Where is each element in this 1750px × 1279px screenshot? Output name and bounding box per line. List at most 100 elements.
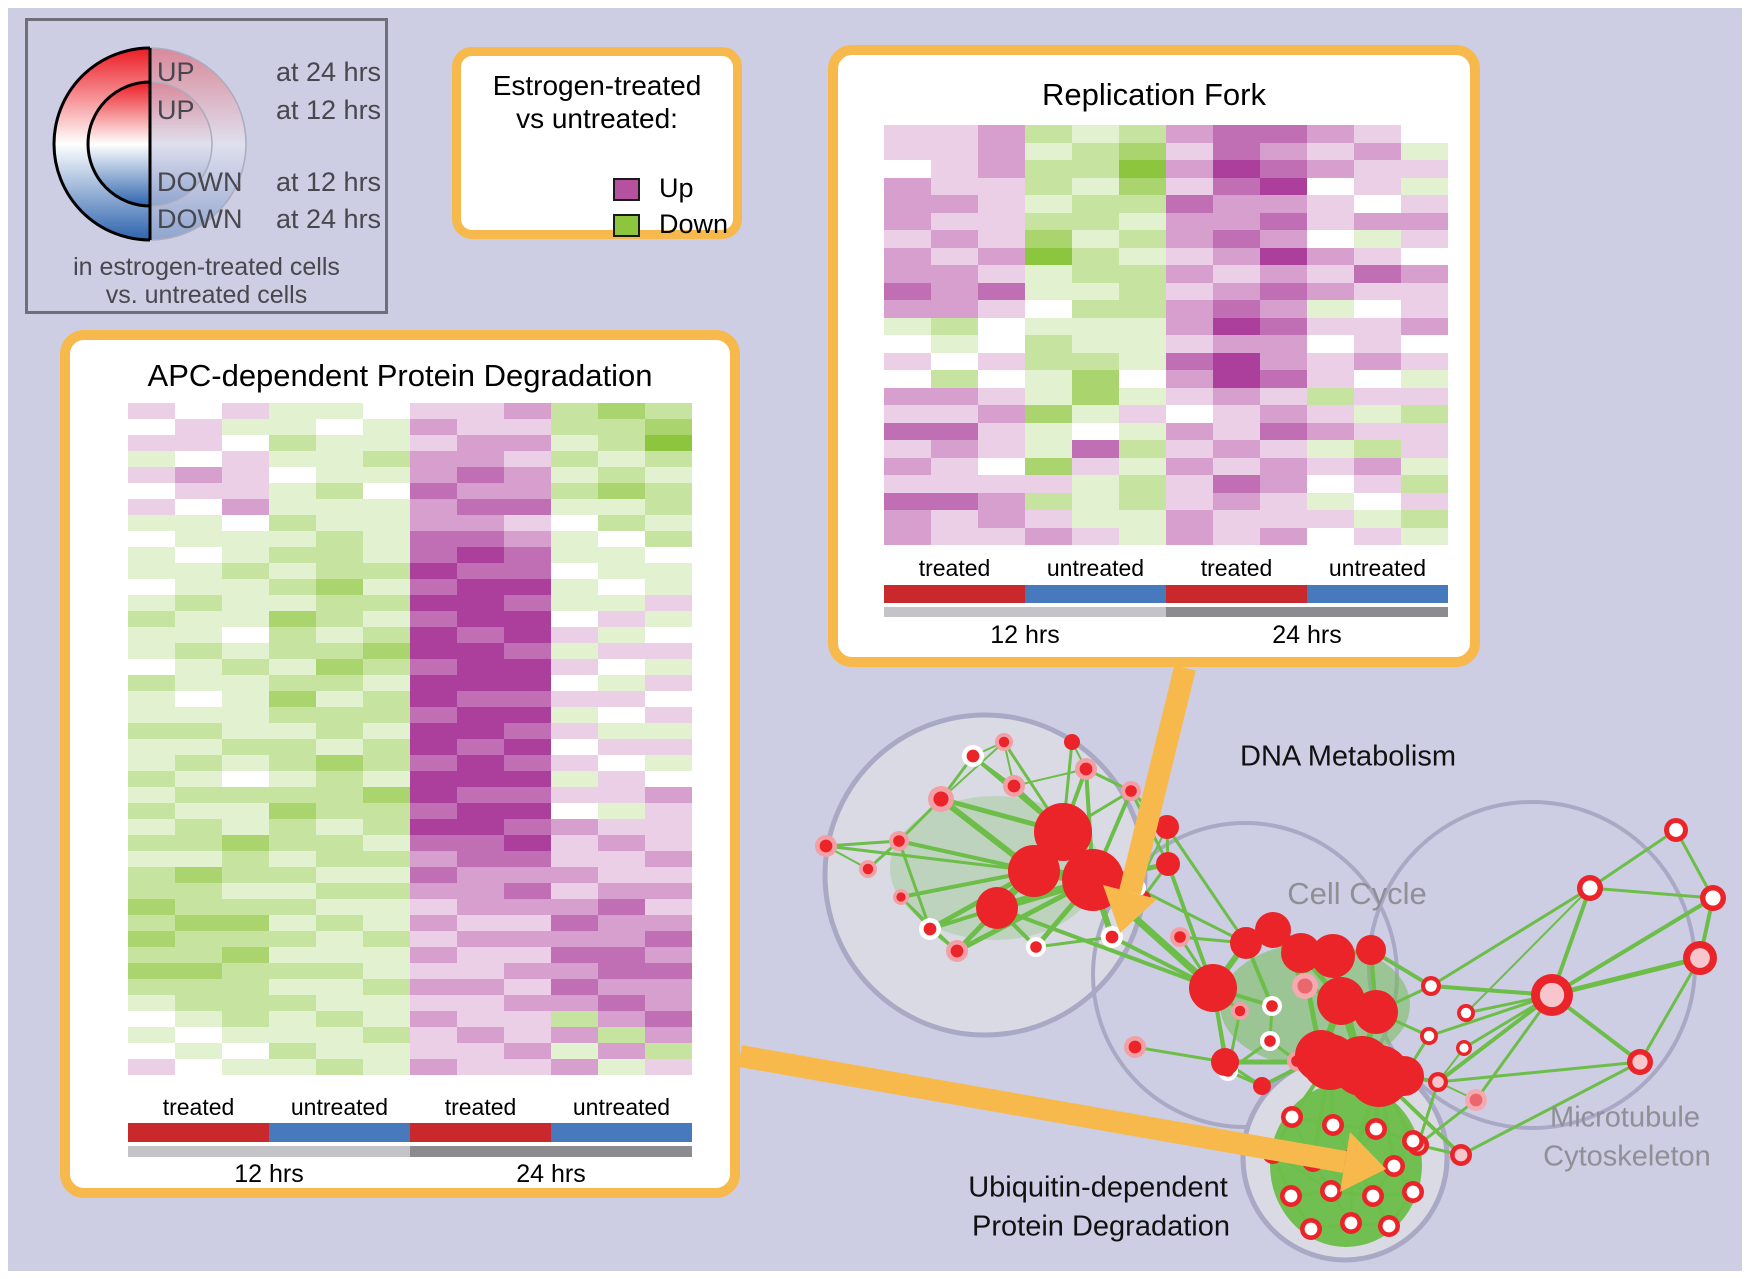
- heatmap-cell: [504, 995, 551, 1011]
- heatmap-cell: [978, 387, 1025, 405]
- heatmap-cell: [504, 643, 551, 659]
- heatmap-cell: [316, 483, 363, 499]
- heatmap-cell: [931, 492, 978, 510]
- heatmap-cell: [1401, 125, 1448, 143]
- heatmap-cell: [645, 803, 692, 819]
- heatmap-cell: [645, 419, 692, 435]
- heatmap-cell: [410, 723, 457, 739]
- heatmap-cell: [551, 707, 598, 723]
- heatmap-cell: [884, 230, 931, 248]
- network-node-core: [1539, 982, 1565, 1008]
- heatmap-cell: [410, 739, 457, 755]
- heatmap-cell: [457, 499, 504, 515]
- network-node: [1354, 990, 1398, 1034]
- heatmap-cell: [978, 475, 1025, 493]
- heatmap-cell: [884, 212, 931, 230]
- heatmap-cell: [128, 867, 175, 883]
- heatmap-cell: [1072, 317, 1119, 335]
- heatmap-cell: [1401, 405, 1448, 423]
- heatmap-cell: [128, 995, 175, 1011]
- heatmap-cell: [363, 787, 410, 803]
- heatmap-cell: [1213, 317, 1260, 335]
- heatmap-cell: [504, 547, 551, 563]
- heatmap-cell: [175, 1011, 222, 1027]
- heatmap-cell: [175, 627, 222, 643]
- heatmap-cell: [316, 579, 363, 595]
- heatmap-cell: [128, 787, 175, 803]
- network-node-core: [1324, 1184, 1338, 1198]
- network-node-core: [1079, 762, 1093, 776]
- heatmap-cell: [931, 125, 978, 143]
- network-edge: [1588, 886, 1715, 900]
- heatmap-cell: [1354, 177, 1401, 195]
- time-label: 24 hrs: [1272, 621, 1342, 649]
- heatmap-cell: [504, 1043, 551, 1059]
- treated-bar: [128, 1123, 269, 1142]
- heatmap-cell: [551, 739, 598, 755]
- heatmap-cell: [316, 835, 363, 851]
- heatmap-cell: [978, 510, 1025, 528]
- heatmap-cell: [363, 435, 410, 451]
- heatmap-cell: [1354, 300, 1401, 318]
- heatmap-cell: [222, 915, 269, 931]
- heatmap-cell: [457, 835, 504, 851]
- heatmap-cell: [269, 947, 316, 963]
- group-label: untreated: [290, 1094, 389, 1120]
- heatmap-cell: [504, 419, 551, 435]
- heatmap-cell: [884, 527, 931, 545]
- network-node: [1311, 934, 1355, 978]
- heatmap-cell: [363, 979, 410, 995]
- heatmap-cell: [222, 963, 269, 979]
- heatmap-cell: [1025, 212, 1072, 230]
- heatmap-cell: [1166, 265, 1213, 283]
- heatmap-cell: [1166, 510, 1213, 528]
- heatmap-cell: [598, 643, 645, 659]
- node-scale-legend: UP at 24 hrs UP at 12 hrs DOWN at 12 hrs…: [25, 18, 388, 314]
- heatmap-cell: [410, 627, 457, 643]
- heatmap-cell: [222, 803, 269, 819]
- rf-heatmap: [884, 125, 1448, 545]
- heatmap-cell: [551, 515, 598, 531]
- heatmap-cell: [410, 963, 457, 979]
- heatmap-cell: [978, 195, 1025, 213]
- network-node: [1008, 845, 1060, 897]
- heatmap-cell: [410, 1059, 457, 1075]
- heatmap-cell: [1213, 422, 1260, 440]
- heatmap-cell: [1260, 475, 1307, 493]
- heatmap-cell: [316, 643, 363, 659]
- heatmap-cell: [645, 531, 692, 547]
- heatmap-cell: [316, 515, 363, 531]
- heatmap-cell: [645, 899, 692, 915]
- network-node: [1253, 1077, 1271, 1095]
- network-node-core: [1454, 1148, 1468, 1162]
- heatmap-cell: [128, 563, 175, 579]
- heatmap-cell: [645, 771, 692, 787]
- heatmap-cell: [1119, 492, 1166, 510]
- heatmap-cell: [316, 707, 363, 723]
- heatmap-cell: [645, 483, 692, 499]
- heatmap-cell: [128, 931, 175, 947]
- heatmap-cell: [1072, 457, 1119, 475]
- heatmap-cell: [175, 835, 222, 851]
- heatmap-cell: [884, 195, 931, 213]
- network-node-core: [862, 863, 874, 875]
- heatmap-cell: [363, 963, 410, 979]
- heatmap-cell: [1213, 527, 1260, 545]
- heatmap-cell: [222, 675, 269, 691]
- heatmap-cell: [175, 467, 222, 483]
- heatmap-cell: [598, 675, 645, 691]
- heatmap-cell: [128, 611, 175, 627]
- heatmap-cell: [222, 643, 269, 659]
- heatmap-cell: [363, 899, 410, 915]
- heatmap-cell: [504, 595, 551, 611]
- heatmap-cell: [1025, 230, 1072, 248]
- heatmap-cell: [645, 691, 692, 707]
- group-label: treated: [918, 555, 991, 581]
- heatmap-cell: [551, 451, 598, 467]
- heatmap-cell: [410, 563, 457, 579]
- heatmap-cell: [1354, 335, 1401, 353]
- heatmap-cell: [1072, 282, 1119, 300]
- heatmap-cell: [222, 1059, 269, 1075]
- heatmap-cell: [175, 675, 222, 691]
- network-node: [1156, 852, 1180, 876]
